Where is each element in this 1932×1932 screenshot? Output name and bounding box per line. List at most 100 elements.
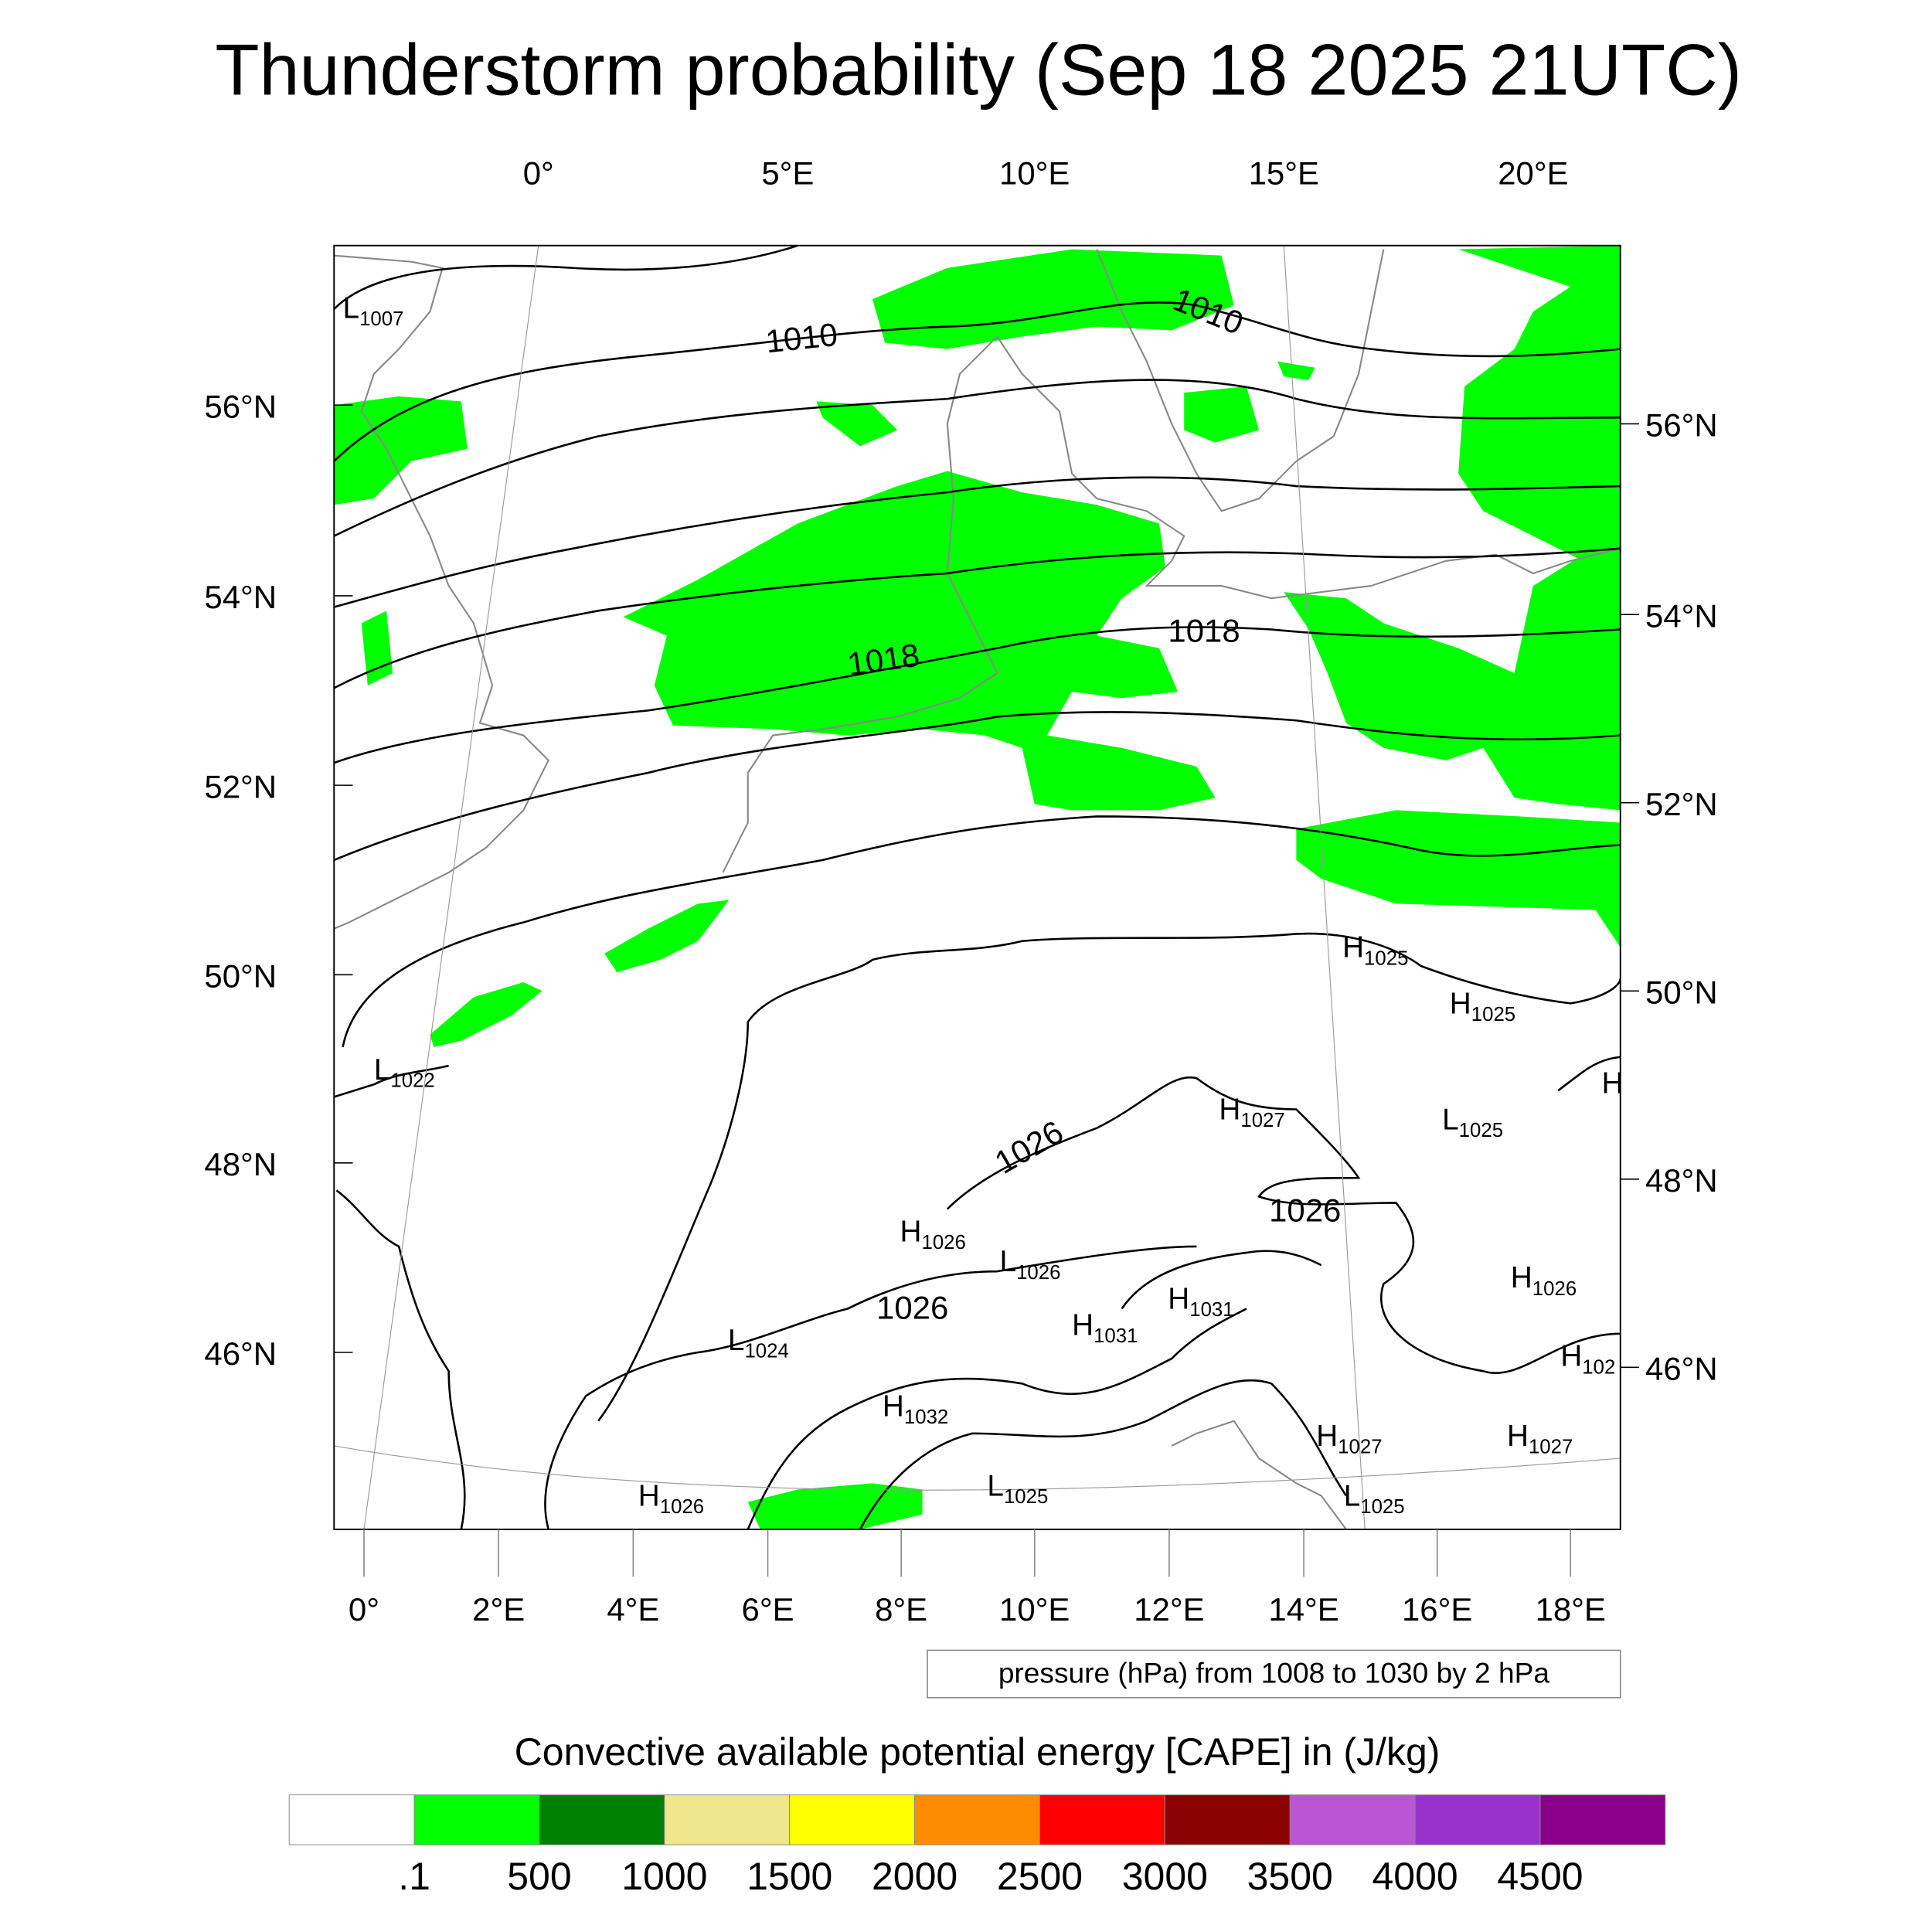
colorbar-swatch bbox=[1289, 1794, 1416, 1845]
colorbar-label: 1000 bbox=[621, 1855, 707, 1898]
colorbar-swatch bbox=[789, 1794, 916, 1845]
bottom-lon-tick: 8°E bbox=[875, 1591, 927, 1628]
cape-region bbox=[1277, 361, 1315, 380]
colorbar-swatch bbox=[539, 1794, 665, 1845]
cape-region bbox=[1284, 548, 1621, 811]
colorbar-label: 2500 bbox=[997, 1855, 1083, 1898]
pressure-centers: L1007 L1022 H1025 H1025 H H1027 L1025 H1… bbox=[343, 291, 1624, 1518]
contour-info-text: pressure (hPa) from 1008 to 1030 by 2 hP… bbox=[998, 1656, 1550, 1689]
cape-region bbox=[1296, 810, 1621, 947]
map-plot: 1010 1010 1018 1018 1026 1026 1026 L1007… bbox=[333, 244, 1624, 1530]
bottom-lon-tick: 14°E bbox=[1268, 1591, 1338, 1628]
colorbar-label: 4000 bbox=[1372, 1855, 1458, 1898]
bottom-lon-tick: 2°E bbox=[472, 1591, 525, 1628]
left-lat-tick: 54°N bbox=[204, 579, 277, 615]
colorbar-label: .1 bbox=[398, 1855, 430, 1898]
right-lat-tick: 52°N bbox=[1645, 786, 1718, 822]
contour-label: 1018 bbox=[1168, 613, 1240, 649]
left-lat-tick: 56°N bbox=[204, 388, 277, 424]
bottom-lon-tick: 10°E bbox=[999, 1591, 1070, 1628]
bottom-lon-tick: 18°E bbox=[1536, 1591, 1606, 1628]
pressure-center: H1031 bbox=[1072, 1308, 1138, 1347]
isobars bbox=[334, 245, 1621, 1530]
pressure-center: L1025 bbox=[1442, 1103, 1503, 1141]
pressure-center: H1031 bbox=[1168, 1283, 1233, 1321]
cape-region bbox=[334, 396, 468, 505]
right-lat-tick: 56°N bbox=[1645, 407, 1718, 444]
colorbar-swatch bbox=[1539, 1794, 1666, 1845]
colorbar-swatch bbox=[914, 1794, 1040, 1845]
bottom-lon-tick: 16°E bbox=[1402, 1591, 1472, 1628]
colorbar-label: 1500 bbox=[747, 1855, 832, 1898]
right-lat-tick: 48°N bbox=[1645, 1162, 1718, 1199]
cape-region bbox=[747, 1483, 923, 1530]
colorbar-swatch bbox=[413, 1794, 540, 1845]
top-lon-tick: 15°E bbox=[1249, 155, 1319, 192]
graticule bbox=[334, 245, 1621, 1530]
colorbar-swatch bbox=[1414, 1794, 1541, 1845]
pressure-center: H1032 bbox=[883, 1389, 948, 1428]
cape-region bbox=[872, 249, 1234, 349]
pressure-center: H1025 bbox=[1450, 987, 1515, 1026]
contour-info-box: pressure (hPa) from 1008 to 1030 by 2 hP… bbox=[927, 1649, 1621, 1699]
top-lon-tick: 5°E bbox=[761, 155, 814, 192]
pressure-center: H1027 bbox=[1316, 1420, 1382, 1458]
contour-label: 1010 bbox=[764, 316, 839, 359]
colorbar-swatch bbox=[288, 1794, 415, 1845]
pressure-center: L1025 bbox=[1344, 1479, 1405, 1518]
bottom-lon-tick: 4°E bbox=[607, 1591, 659, 1628]
chart-title: Thunderstorm probability (Sep 18 2025 21… bbox=[215, 29, 1742, 111]
colorbar: .1 500 1000 1500 2000 2500 3000 3500 4000 4500 bbox=[288, 1794, 1666, 1898]
pressure-center: L1025 bbox=[987, 1469, 1048, 1508]
top-lon-tick: 20°E bbox=[1498, 155, 1568, 192]
pressure-center: L1022 bbox=[374, 1053, 435, 1092]
bottom-lon-tick: 6°E bbox=[742, 1591, 794, 1628]
colorbar-title: Convective available potential energy [C… bbox=[515, 1730, 1440, 1774]
cape-region bbox=[623, 471, 1216, 811]
pressure-center: L1007 bbox=[343, 291, 404, 330]
contour-label: 1026 bbox=[988, 1114, 1069, 1181]
cape-region bbox=[816, 401, 898, 447]
colorbar-label: 500 bbox=[507, 1855, 571, 1898]
left-lat-tick: 48°N bbox=[204, 1146, 277, 1182]
cape-region bbox=[1458, 245, 1621, 561]
colorbar-swatch bbox=[1039, 1794, 1165, 1845]
pressure-center: L1024 bbox=[728, 1324, 789, 1362]
left-lat-tick: 52°N bbox=[204, 768, 277, 804]
coastlines bbox=[334, 249, 1621, 1530]
colorbar-label: 3500 bbox=[1247, 1855, 1333, 1898]
top-lon-tick: 10°E bbox=[999, 155, 1070, 192]
colorbar-swatch bbox=[664, 1794, 791, 1845]
pressure-center: H102 bbox=[1560, 1340, 1615, 1379]
bottom-lon-tick: 0° bbox=[349, 1591, 379, 1628]
right-lat-ticks: 56°N 54°N 52°N 50°N 48°N 46°N bbox=[1620, 407, 1718, 1386]
right-lat-tick: 50°N bbox=[1645, 974, 1718, 1010]
cape-region bbox=[604, 900, 730, 973]
right-lat-tick: 46°N bbox=[1645, 1350, 1718, 1386]
colorbar-label: 3000 bbox=[1122, 1855, 1208, 1898]
bottom-lon-ticks: 0° 2°E 4°E 6°E 8°E 10°E 12°E 14°E 16°E 18°E bbox=[349, 1529, 1606, 1628]
pressure-center: H1026 bbox=[900, 1215, 966, 1253]
pressure-center: H1027 bbox=[1507, 1420, 1573, 1458]
cape-region bbox=[1184, 386, 1260, 443]
cape-region bbox=[361, 611, 393, 686]
colorbar-label: 4500 bbox=[1497, 1855, 1583, 1898]
contour-label: 1026 bbox=[876, 1289, 948, 1325]
colorbar-swatch bbox=[1164, 1794, 1291, 1845]
left-lat-ticks: 56°N 54°N 52°N 50°N 48°N 46°N bbox=[204, 388, 353, 1372]
plot-frame bbox=[333, 244, 1621, 1530]
contour-label: 1026 bbox=[1269, 1192, 1341, 1229]
left-lat-tick: 46°N bbox=[204, 1335, 277, 1372]
left-lat-tick: 50°N bbox=[204, 957, 277, 994]
pressure-center: H bbox=[1602, 1067, 1624, 1100]
cape-region bbox=[430, 981, 543, 1047]
right-lat-tick: 54°N bbox=[1645, 597, 1718, 634]
bottom-lon-tick: 12°E bbox=[1134, 1591, 1204, 1628]
pressure-center: H1025 bbox=[1342, 931, 1408, 970]
pressure-center: H1026 bbox=[1511, 1261, 1577, 1300]
colorbar-label: 2000 bbox=[872, 1855, 957, 1898]
top-lon-ticks: 0° 5°E 10°E 15°E 20°E bbox=[523, 155, 1569, 192]
top-lon-tick: 0° bbox=[523, 155, 554, 192]
cape-fill bbox=[334, 245, 1621, 1530]
